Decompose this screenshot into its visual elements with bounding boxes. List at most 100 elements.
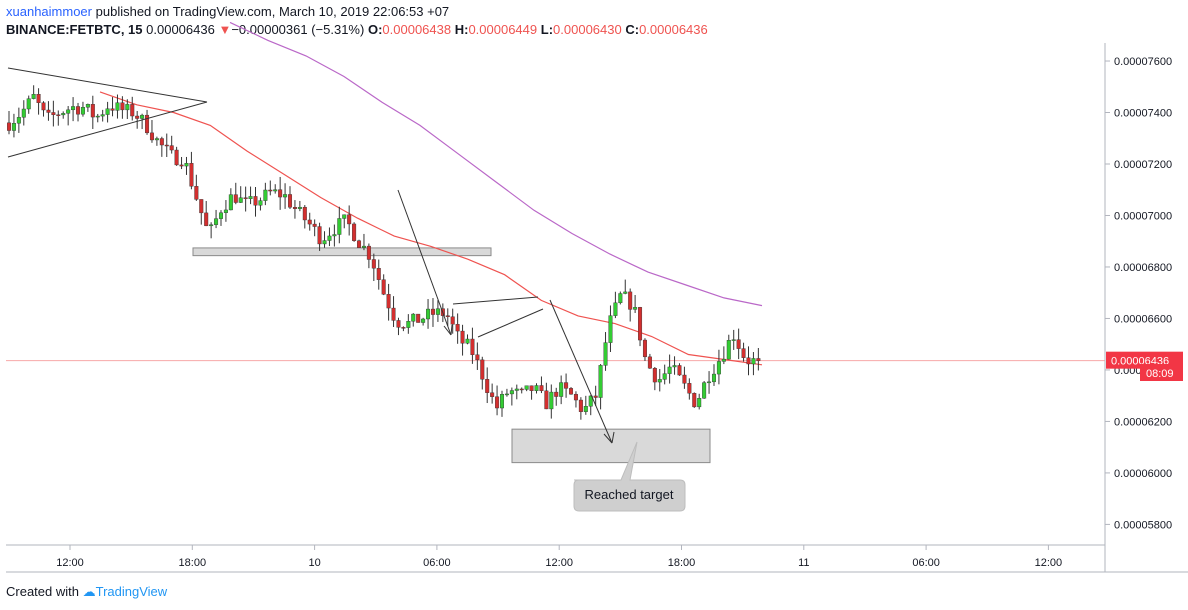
candle-down <box>529 385 534 391</box>
candle-down <box>307 219 312 225</box>
candle-up <box>702 382 707 399</box>
candle-up <box>707 381 712 384</box>
x-tick-label: 06:00 <box>423 557 451 569</box>
tradingview-brand[interactable]: TradingView <box>95 584 168 599</box>
low-value: 0.00006430 <box>553 22 622 37</box>
candle-up <box>31 94 36 99</box>
candle-up <box>342 214 347 219</box>
candle-up <box>726 340 731 360</box>
candle-down <box>135 115 140 119</box>
candle-down <box>204 212 209 227</box>
candle-down <box>199 199 204 214</box>
candle-down <box>357 240 362 248</box>
candle-down <box>51 112 56 115</box>
candle-down <box>564 382 569 389</box>
change-arrow-icon: ▼ <box>218 22 232 37</box>
candle-down <box>455 324 460 332</box>
x-tick-label: 12:00 <box>545 557 573 569</box>
candle-down <box>741 348 746 358</box>
candle-down <box>544 390 549 410</box>
candle-up <box>95 115 100 118</box>
candle-up <box>327 235 332 241</box>
candle-up <box>140 114 145 119</box>
candle-down <box>554 391 559 397</box>
candle-up <box>672 365 677 368</box>
candle-down <box>278 189 283 198</box>
candle-up <box>608 315 613 343</box>
candle-down <box>159 138 164 146</box>
open-value: 0.00006438 <box>382 22 452 37</box>
candle-up <box>731 339 736 341</box>
symbol-label: BINANCE:FETBTC, 15 <box>6 22 143 37</box>
candle-down <box>90 104 95 118</box>
y-tick-label: 0.00006000 <box>1114 468 1172 480</box>
candle-down <box>288 194 293 208</box>
candle-up <box>248 196 253 199</box>
candle-up <box>71 106 76 111</box>
candle-down <box>145 114 150 134</box>
candle-down <box>268 189 273 192</box>
axes-layer <box>6 43 1188 573</box>
candle-down <box>179 164 184 167</box>
candle-down <box>243 197 248 199</box>
candle-down <box>445 315 450 317</box>
candle-down <box>569 388 574 395</box>
candle-up <box>238 197 243 203</box>
triangle-lower-line <box>7 101 208 158</box>
candle-up <box>406 321 411 328</box>
ohlc-line: BINANCE:FETBTC, 15 0.00006436 ▼−0.000003… <box>6 22 708 37</box>
low-label: L: <box>540 22 554 37</box>
tradingview-logo-icon[interactable]: ☁ <box>82 584 96 599</box>
y-tick-label: 0.00007600 <box>1114 56 1172 68</box>
created-with-text: Created with <box>6 584 79 599</box>
candle-up <box>426 308 431 320</box>
candle-down <box>391 307 396 321</box>
candle-down <box>746 357 751 365</box>
plot-area[interactable] <box>6 43 1105 545</box>
candle-down <box>647 356 652 369</box>
down-arrow-line-1 <box>397 189 452 336</box>
down-arrow-head-2b <box>611 431 615 444</box>
close-label: C: <box>625 22 640 37</box>
callout-bubble <box>573 441 686 512</box>
x-tick-label: 10 <box>308 557 320 569</box>
moving-averages-layer <box>99 21 763 366</box>
candle-down <box>253 196 258 206</box>
candle-up <box>100 114 105 117</box>
candle-down <box>677 365 682 376</box>
reached-target-callout: Reached target <box>573 441 686 512</box>
down-arrow-head-1a <box>443 325 452 336</box>
candle-down <box>396 320 401 328</box>
candle-up <box>751 358 756 365</box>
candle-down <box>317 226 322 245</box>
candle-down <box>56 114 61 116</box>
candle-down <box>756 358 761 361</box>
current-price-tag: 0.00006436 08:09 <box>1106 351 1183 381</box>
candle-down <box>470 338 475 355</box>
candle-up <box>21 108 26 118</box>
y-tick-label: 0.00007400 <box>1114 108 1172 120</box>
y-axis-ticks[interactable]: 0.000058000.000060000.000062000.00006400… <box>1105 56 1172 531</box>
candle-down <box>6 122 11 131</box>
candles-layer <box>6 85 761 420</box>
candle-down <box>149 132 154 141</box>
candle-down <box>41 102 46 111</box>
candle-up <box>421 318 426 323</box>
candle-down <box>593 395 598 398</box>
candle-down <box>376 268 381 280</box>
candle-down <box>76 106 81 115</box>
candle-down <box>302 206 307 221</box>
x-axis-ticks[interactable]: 12:00 18:00 10 06:00 12:00 18:00 11 06:00 12:00 <box>56 545 1062 569</box>
candle-up <box>716 361 721 375</box>
candle-up <box>258 200 263 206</box>
candle-down <box>638 307 643 341</box>
candle-down <box>381 279 386 295</box>
high-label: H: <box>454 22 469 37</box>
author-name[interactable]: xuanhaimmoer <box>6 4 92 19</box>
candle-up <box>509 390 514 395</box>
candle-up <box>184 163 189 167</box>
candle-down <box>189 163 194 187</box>
candle-up <box>603 342 608 366</box>
change-value: −0.00000361 (−5.31%) <box>231 22 365 37</box>
